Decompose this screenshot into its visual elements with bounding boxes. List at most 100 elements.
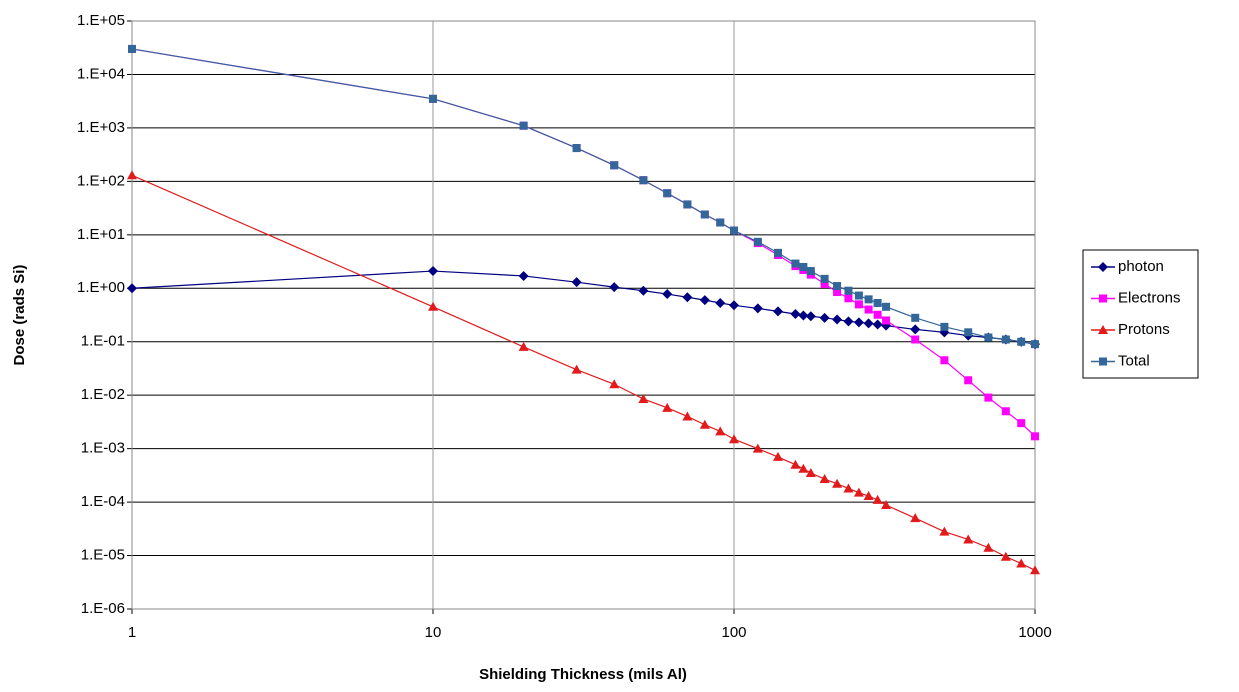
marker	[752, 303, 763, 314]
marker	[1000, 551, 1011, 561]
marker	[798, 463, 809, 473]
marker	[939, 526, 950, 536]
marker	[1001, 407, 1010, 416]
marker	[752, 443, 763, 453]
marker	[910, 513, 921, 523]
marker	[699, 419, 710, 429]
marker	[1031, 340, 1039, 349]
marker	[662, 402, 673, 412]
marker	[773, 248, 782, 257]
marker	[791, 259, 800, 268]
marker	[940, 322, 949, 331]
marker	[518, 270, 529, 281]
y-tick-label: 1.E-01	[81, 333, 125, 350]
marker	[429, 94, 437, 103]
marker	[853, 487, 864, 497]
marker	[127, 170, 137, 180]
marker	[610, 161, 619, 170]
marker	[572, 144, 581, 153]
marker	[571, 364, 582, 374]
series-line	[131, 48, 1036, 345]
marker	[864, 305, 873, 314]
legend-label: Total	[1118, 352, 1150, 369]
marker	[1017, 419, 1026, 428]
marker	[519, 121, 528, 130]
marker	[872, 319, 883, 330]
x-tick-label: 1	[128, 624, 136, 641]
marker	[571, 277, 582, 288]
y-tick-label: 1.E+04	[77, 65, 125, 82]
marker	[699, 295, 710, 306]
marker	[1099, 294, 1107, 303]
marker	[964, 328, 973, 337]
x-tick-label: 10	[425, 624, 442, 641]
series-line	[131, 48, 1036, 437]
marker	[1098, 325, 1108, 334]
marker	[716, 218, 725, 227]
marker	[872, 494, 883, 504]
marker	[729, 300, 739, 311]
marker	[428, 266, 438, 277]
marker	[772, 451, 783, 461]
marker	[128, 44, 136, 53]
marker	[806, 267, 815, 276]
marker	[609, 379, 620, 389]
marker	[682, 411, 693, 421]
legend-label: Protons	[1118, 321, 1170, 338]
marker	[1001, 335, 1010, 344]
x-tick-label: 100	[721, 624, 746, 641]
marker	[853, 317, 864, 328]
y-tick-label: 1.E+03	[77, 119, 125, 136]
y-tick-label: 1.E+00	[77, 279, 125, 296]
marker	[843, 483, 854, 493]
marker	[729, 434, 739, 444]
marker	[753, 237, 762, 246]
marker	[833, 282, 842, 291]
marker	[882, 316, 891, 325]
y-axis-title: Dose (rads Si)	[11, 265, 28, 366]
series-line	[131, 270, 1036, 345]
marker	[1017, 337, 1026, 346]
marker	[663, 189, 672, 198]
x-axis-title: Shielding Thickness (mils Al)	[479, 666, 687, 683]
y-tick-label: 1.E-05	[81, 547, 125, 564]
marker	[1098, 262, 1108, 272]
marker	[854, 300, 863, 309]
marker	[832, 478, 843, 488]
marker	[832, 314, 843, 325]
marker	[639, 176, 648, 185]
marker	[428, 301, 438, 311]
marker	[864, 295, 873, 304]
marker	[805, 311, 816, 322]
legend-box	[1082, 249, 1199, 379]
marker	[983, 542, 994, 552]
marker	[984, 393, 993, 402]
marker	[518, 341, 529, 351]
marker	[1099, 357, 1107, 366]
x-tick-label: 1000	[1018, 624, 1051, 641]
marker	[863, 318, 874, 329]
marker	[790, 459, 801, 469]
marker	[873, 310, 882, 319]
marker	[963, 534, 974, 544]
legend-label: Electrons	[1118, 289, 1181, 306]
marker	[798, 310, 809, 321]
marker	[715, 426, 726, 436]
plot-border	[131, 20, 1036, 610]
marker	[730, 226, 738, 235]
marker	[609, 282, 620, 293]
marker	[1016, 558, 1027, 568]
marker	[844, 286, 853, 295]
marker	[844, 294, 853, 303]
y-tick-label: 1.E+05	[77, 12, 125, 29]
marker	[873, 299, 882, 308]
marker	[882, 302, 891, 311]
legend-label: photon	[1118, 258, 1164, 275]
marker	[843, 316, 854, 327]
y-tick-label: 1.E-03	[81, 440, 125, 457]
marker	[984, 333, 993, 342]
marker	[682, 292, 693, 303]
y-tick-label: 1.E+01	[77, 226, 125, 243]
marker	[881, 500, 892, 510]
